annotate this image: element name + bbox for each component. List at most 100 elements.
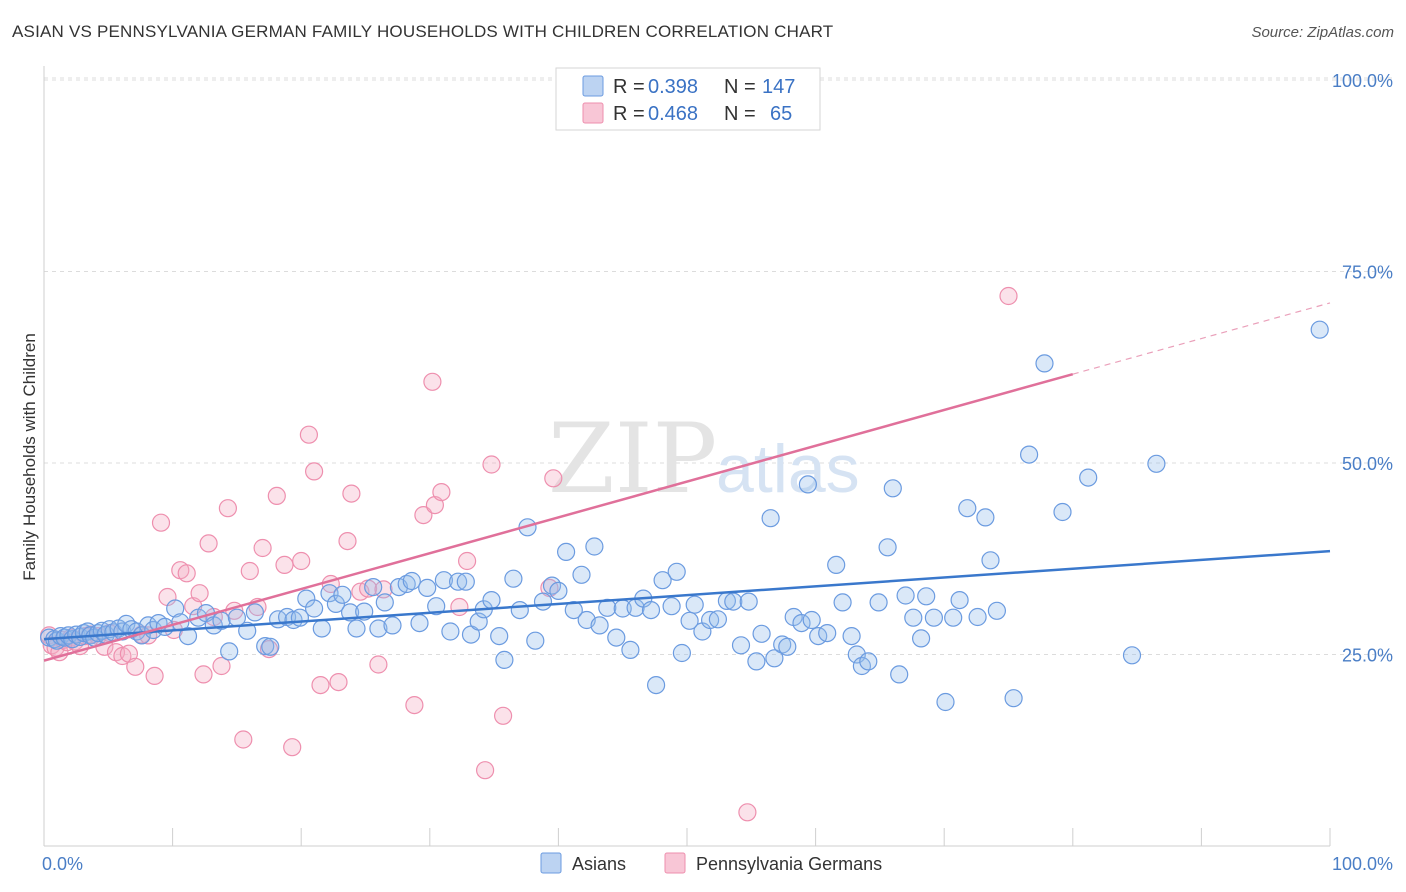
trend-extension-pennsylvania-germans [1072, 302, 1331, 375]
point-asians [685, 595, 704, 614]
series-legend: Asians Pennsylvania Germans [540, 852, 882, 874]
point-pennsylvania-germans [177, 564, 196, 583]
point-asians [896, 586, 915, 605]
point-asians [958, 499, 977, 518]
point-asians [427, 597, 446, 616]
point-asians [585, 537, 604, 556]
point-pennsylvania-germans [305, 462, 324, 481]
point-asians [859, 652, 878, 671]
point-asians [878, 538, 897, 557]
point-asians [510, 600, 529, 620]
point-asians [418, 578, 437, 598]
point-pennsylvania-germans [218, 499, 237, 518]
point-pennsylvania-germans [329, 672, 348, 692]
n-value-asians: 147 [762, 76, 795, 98]
point-asians [924, 608, 944, 627]
point-asians [667, 562, 686, 581]
point-pennsylvania-germans [190, 584, 209, 603]
point-asians [842, 626, 861, 646]
point-pennsylvania-germans [544, 469, 563, 488]
point-asians [305, 599, 324, 618]
y-axis-title: Family Households with Children [20, 333, 39, 581]
point-asians [572, 565, 591, 584]
point-asians [1122, 646, 1142, 665]
point-asians [564, 600, 583, 620]
point-asians [653, 571, 672, 590]
stats-legend: R = 0.398 N = 147 R = 0.468 N = 65 [555, 67, 821, 131]
point-asians [364, 577, 383, 597]
point-asians [312, 619, 331, 638]
point-asians [936, 692, 955, 712]
point-asians [802, 610, 821, 630]
point-asians [178, 626, 198, 646]
point-pennsylvania-germans [199, 534, 218, 553]
point-asians [904, 608, 923, 627]
watermark-atlas: atlas [716, 431, 860, 507]
point-asians [987, 601, 1007, 620]
point-asians [383, 616, 402, 635]
point-asians [852, 656, 872, 676]
r-label-pagermans: R = [613, 103, 645, 125]
point-pennsylvania-germans [458, 551, 477, 571]
point-pennsylvania-germans [414, 505, 433, 525]
point-asians [765, 649, 784, 668]
point-asians [747, 652, 766, 671]
point-asians [944, 608, 963, 627]
point-pennsylvania-germans [494, 706, 513, 725]
point-asians [680, 611, 699, 630]
point-asians [1035, 354, 1054, 373]
point-pennsylvania-germans [212, 656, 231, 676]
y-tick-label: 75.0% [1342, 263, 1393, 283]
point-asians [646, 675, 666, 695]
point-asians [256, 636, 275, 656]
point-asians [333, 585, 352, 604]
point-asians [672, 643, 692, 663]
point-asians [731, 636, 751, 655]
point-asians [549, 581, 568, 601]
point-asians [1310, 320, 1329, 339]
point-pennsylvania-germans [405, 695, 424, 715]
axes [43, 66, 1331, 847]
n-value-pagermans: 65 [770, 103, 792, 125]
point-pennsylvania-germans [234, 730, 253, 749]
point-asians [708, 610, 728, 629]
point-pennsylvania-germans [369, 655, 388, 674]
point-asians [347, 619, 366, 638]
legend-asians-swatch [540, 852, 562, 874]
legend-pagermans-label: Pennsylvania Germans [696, 854, 882, 874]
point-asians [968, 607, 987, 627]
pagermans-swatch [582, 102, 604, 124]
point-asians [792, 613, 811, 633]
point-pennsylvania-germans [299, 425, 318, 444]
point-pennsylvania-germans [283, 738, 302, 757]
point-pennsylvania-germans [126, 657, 145, 676]
point-asians [981, 551, 1000, 570]
trend-line-pennsylvania-germans [43, 372, 1074, 662]
point-asians [1004, 689, 1023, 708]
point-asians [911, 629, 931, 648]
legend-row-pagermans: R = 0.468 N = 65 [613, 103, 792, 125]
point-asians [739, 592, 758, 611]
point-asians [778, 637, 797, 656]
point-pennsylvania-germans [342, 484, 361, 503]
point-asians [590, 616, 609, 635]
point-asians [261, 637, 280, 656]
point-pennsylvania-germans [267, 486, 286, 505]
point-asians [456, 572, 475, 591]
point-asians [434, 571, 453, 590]
point-asians [410, 613, 429, 633]
point-asians [607, 628, 626, 647]
point-pennsylvania-germans [275, 555, 294, 575]
point-asians [526, 631, 545, 650]
point-asians [950, 590, 969, 610]
trend-line-asians [43, 549, 1331, 641]
point-asians [917, 587, 936, 606]
point-pennsylvania-germans [738, 803, 757, 822]
point-pennsylvania-germans [423, 372, 442, 391]
point-asians [220, 642, 239, 661]
point-asians [662, 597, 681, 616]
watermark-zip: ZIP [548, 403, 717, 515]
point-asians [869, 593, 888, 612]
legend-asians-label: Asians [572, 854, 626, 874]
